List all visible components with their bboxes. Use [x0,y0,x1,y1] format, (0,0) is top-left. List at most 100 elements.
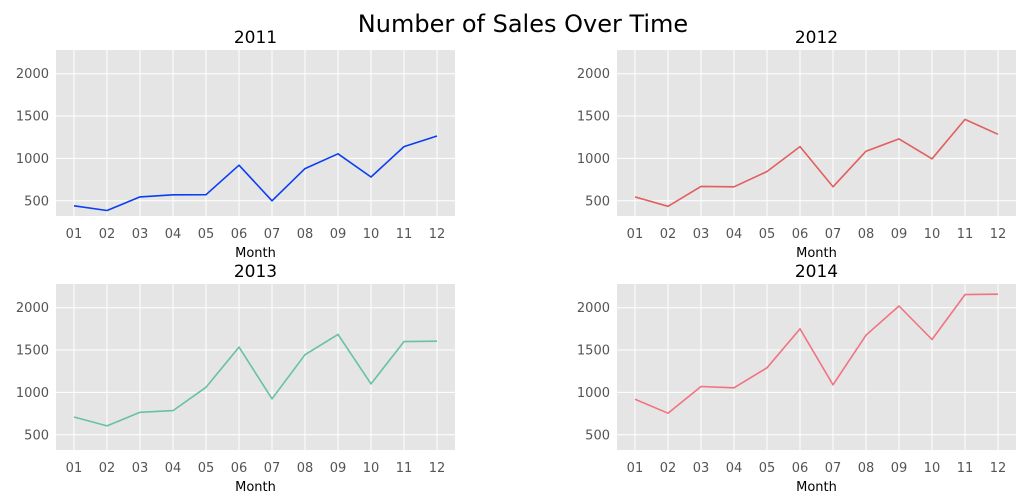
x-tick-label: 08 [297,461,314,476]
y-tick-label: 1500 [16,110,49,125]
data-point [336,152,340,156]
x-tick-label: 12 [429,461,446,476]
data-point [336,332,340,336]
data-point [237,163,241,167]
chart-panel-2011: 01 02 03 04 05 06 07 08 09 10 11 12 500 1000 1500 2000 2… [16,28,455,261]
x-tick-label: 08 [297,227,314,242]
data-point [171,193,175,197]
x-tick-label: 08 [858,461,875,476]
data-point [270,199,274,203]
y-tick-label: 2000 [577,67,610,82]
x-axis-label: Month [235,246,276,261]
data-point [171,409,175,413]
data-point [633,195,637,199]
series-line-2013 [73,333,438,427]
data-point [303,353,307,357]
data-point [930,157,934,161]
y-tick-label: 500 [24,194,49,209]
data-point [237,345,241,349]
y-tick-label: 500 [585,194,610,209]
data-point [402,145,406,149]
data-point [699,184,703,188]
x-tick-label: 09 [891,227,908,242]
data-point [633,397,637,401]
plot-area [56,50,455,216]
data-point [138,410,142,414]
data-point [831,383,835,387]
data-point [435,339,439,343]
y-tick-label: 2000 [577,301,610,316]
subplot-title: 2012 [795,28,838,48]
x-axis-label: Month [796,480,837,495]
x-tick-label: 03 [132,461,149,476]
y-tick-label: 1000 [577,386,610,401]
x-tick-label: 06 [792,227,809,242]
x-tick-label: 11 [957,227,974,242]
data-point [996,132,1000,136]
x-tick-label: 07 [264,227,281,242]
x-tick-label: 01 [627,461,644,476]
data-point [699,384,703,388]
x-tick-label: 03 [693,227,710,242]
x-tick-label: 05 [759,227,776,242]
x-tick-label: 03 [693,461,710,476]
data-point [435,134,439,138]
y-tick-label: 1500 [577,110,610,125]
data-point [963,117,967,121]
chart-panel-2014: 01 02 03 04 05 06 07 08 09 10 11 12 500 1000 1500 2000 2… [577,262,1016,495]
x-tick-label: 08 [858,227,875,242]
x-tick-label: 06 [231,461,248,476]
x-tick-label: 04 [165,227,182,242]
data-point [666,204,670,208]
data-point [138,195,142,199]
data-point [732,185,736,189]
x-tick-label: 06 [792,461,809,476]
x-tick-label: 10 [363,227,380,242]
y-tick-label: 500 [585,428,610,443]
plot-area [617,284,1016,450]
data-point [897,137,901,141]
data-point [666,411,670,415]
x-tick-label: 11 [396,227,413,242]
y-tick-label: 1000 [16,152,49,167]
y-tick-label: 1500 [16,344,49,359]
x-tick-label: 05 [198,227,215,242]
data-point [303,167,307,171]
figure-title: Number of Sales Over Time [358,10,688,38]
x-axis-label: Month [235,480,276,495]
x-tick-label: 09 [330,461,347,476]
data-point [732,386,736,390]
x-tick-label: 01 [66,461,83,476]
data-point [105,424,109,428]
x-tick-label: 12 [990,227,1007,242]
plot-area [617,50,1016,216]
data-point [765,366,769,370]
y-tick-label: 1000 [16,386,49,401]
x-tick-label: 02 [660,461,677,476]
x-tick-label: 07 [264,461,281,476]
data-point [369,382,373,386]
data-point [270,397,274,401]
x-tick-label: 06 [231,227,248,242]
data-point [897,304,901,308]
x-tick-label: 10 [924,461,941,476]
x-tick-label: 07 [825,461,842,476]
x-tick-label: 04 [726,461,743,476]
x-tick-label: 11 [957,461,974,476]
x-tick-label: 04 [165,461,182,476]
x-tick-label: 02 [660,227,677,242]
data-point [930,337,934,341]
data-point [204,385,208,389]
x-tick-label: 07 [825,227,842,242]
chart-panel-2012: 01 02 03 04 05 06 07 08 09 10 11 12 500 1000 1500 2000 2… [577,28,1016,261]
data-point [72,415,76,419]
data-point [864,333,868,337]
y-tick-label: 500 [24,428,49,443]
x-tick-label: 12 [429,227,446,242]
series-line-2012 [634,118,999,208]
x-axis-label: Month [796,246,837,261]
y-tick-label: 2000 [16,67,49,82]
data-point [72,204,76,208]
x-tick-label: 12 [990,461,1007,476]
